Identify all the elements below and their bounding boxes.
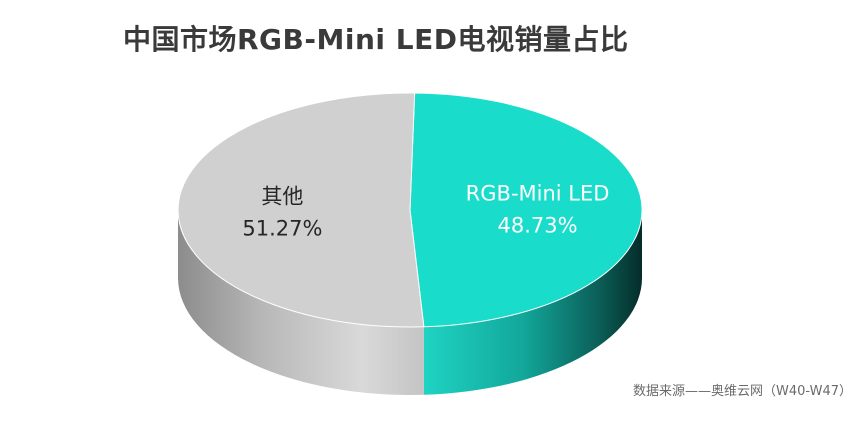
pie-slice-rgb-mini-led xyxy=(409,92,643,328)
pie-slice-other xyxy=(177,92,425,328)
chart-title: 中国市场RGB-Mini LED电视销量占比 xyxy=(123,23,629,56)
slice-value-rgb-mini-led: 48.73% xyxy=(498,214,578,238)
pie-side-other xyxy=(178,210,424,395)
slice-label-other: 其他 xyxy=(261,184,303,208)
pie-side-rgb-mini-led xyxy=(423,210,642,395)
slice-value-other: 51.27% xyxy=(242,216,322,240)
source-note: 数据来源——奥维云网（W40-W47） xyxy=(633,384,852,399)
slice-label-rgb-mini-led: RGB-Mini LED xyxy=(466,182,610,206)
